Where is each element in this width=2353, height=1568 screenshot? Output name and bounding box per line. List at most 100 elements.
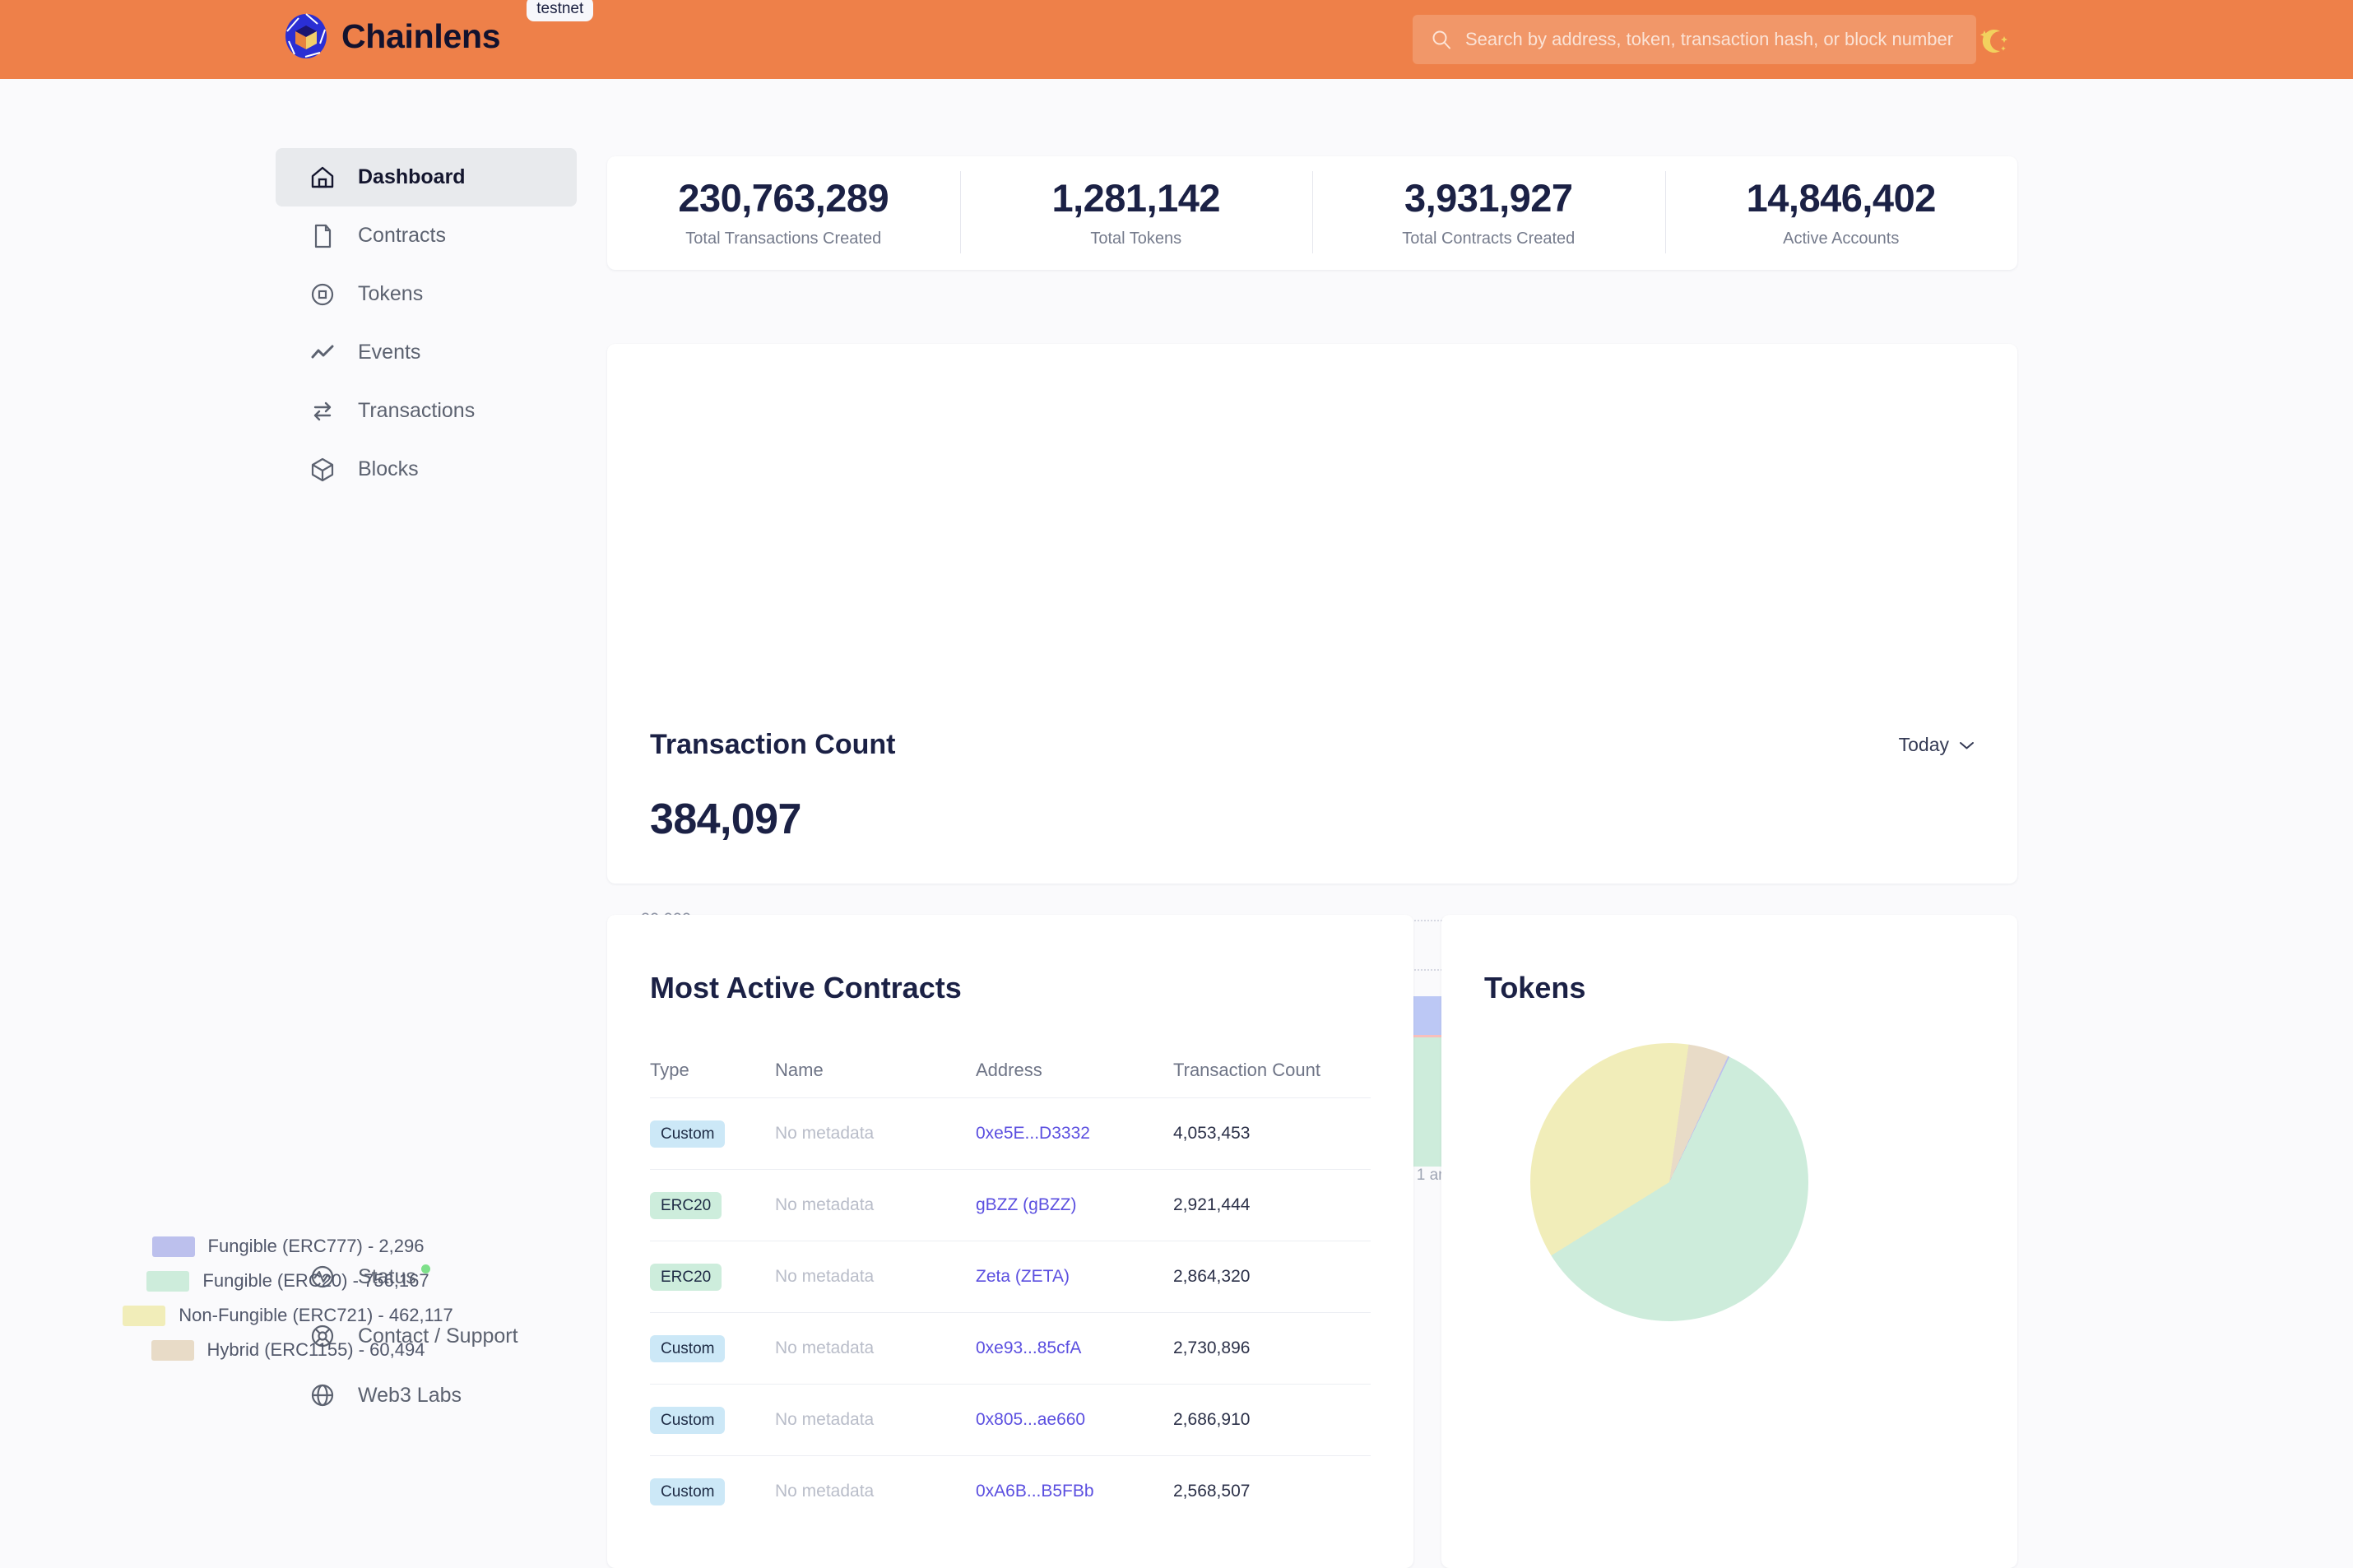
- column-header-type: Type: [650, 1060, 689, 1080]
- stat-label: Total Tokens: [1090, 230, 1182, 248]
- tokens-legend: Fungible (ERC777) - 2,296 Fungible (ERC20…: [0, 1229, 576, 1367]
- moon-icon[interactable]: [1975, 23, 2011, 59]
- contract-transaction-count: 2,864,320: [1173, 1267, 1251, 1286]
- swap-arrows-icon: [313, 401, 332, 420]
- legend-label: Fungible (ERC777) - 2,296: [207, 1236, 425, 1256]
- contract-transaction-count: 4,053,453: [1173, 1124, 1251, 1143]
- table-header-row: Type Name Address Transaction Count: [650, 1043, 1371, 1097]
- contract-name: No metadata: [775, 1195, 875, 1214]
- network-badge: testnet: [527, 0, 594, 21]
- table-row[interactable]: Custom No metadata 0x805...ae660 2,686,910: [650, 1384, 1371, 1455]
- sidebar-item-blocks[interactable]: Blocks: [276, 440, 577, 499]
- tokens-title: Tokens: [1484, 971, 1586, 1004]
- contracts-table: Type Name Address Transaction Count Cust…: [607, 1043, 1413, 1527]
- app-header: Chainlens testnet: [0, 0, 2353, 79]
- sidebar-item-label: Tokens: [358, 282, 424, 305]
- sidebar-item-contact-support[interactable]: Contact / Support: [276, 1306, 577, 1366]
- sidebar-item-transactions[interactable]: Transactions: [276, 382, 577, 440]
- table-row[interactable]: ERC20 No metadata Zeta (ZETA) 2,864,320: [650, 1241, 1371, 1312]
- tokens-card: Tokens: [1441, 915, 2017, 1568]
- stat-value: 1,281,142: [1051, 175, 1221, 220]
- stat-value: 230,763,289: [678, 175, 889, 220]
- contract-name: No metadata: [775, 1482, 875, 1501]
- column-header-address: Address: [976, 1060, 1042, 1080]
- contract-address-link[interactable]: 0xe5E...D3332: [976, 1124, 1090, 1143]
- search-input[interactable]: [1465, 29, 1958, 50]
- chevron-down-icon: [1960, 741, 1974, 749]
- column-header-transaction-count: Transaction Count: [1173, 1060, 1320, 1080]
- legend-item[interactable]: Fungible (ERC777) - 2,296: [0, 1229, 576, 1264]
- contract-type-badge: ERC20: [650, 1263, 722, 1291]
- page-title: Most Active Contracts: [650, 971, 962, 1004]
- stat-total-transactions: 230,763,289 Total Transactions Created: [607, 156, 960, 270]
- chart-title: Transaction Count: [650, 729, 896, 760]
- legend-item[interactable]: Hybrid (ERC1155) - 60,494: [0, 1333, 576, 1367]
- sidebar-item-web3-labs[interactable]: Web3 Labs: [276, 1366, 577, 1425]
- sidebar-item-contracts[interactable]: Contracts: [276, 206, 577, 265]
- time-range-label: Today: [1898, 734, 1949, 755]
- home-icon: [311, 166, 334, 188]
- document-icon: [314, 224, 332, 248]
- sidebar-item-label: Blocks: [358, 457, 419, 480]
- contract-transaction-count: 2,568,507: [1173, 1482, 1251, 1501]
- stat-label: Total Transactions Created: [685, 230, 882, 248]
- legend-item[interactable]: Fungible (ERC20) - 756,167: [0, 1264, 576, 1298]
- time-range-dropdown[interactable]: Today: [1899, 734, 1975, 756]
- bar-segment: [1413, 1034, 1455, 1037]
- line-chart-icon: [311, 345, 334, 358]
- table-row[interactable]: ERC20 No metadata gBZZ (gBZZ) 2,921,444: [650, 1169, 1371, 1241]
- tokens-pie-chart: [1530, 1043, 1808, 1321]
- contract-address-link[interactable]: Zeta (ZETA): [976, 1267, 1070, 1286]
- contract-name: No metadata: [775, 1410, 875, 1429]
- legend-label: Hybrid (ERC1155) - 60,494: [207, 1339, 425, 1360]
- aperture-cube-logo-icon: [285, 13, 327, 58]
- transaction-count-card: Transaction Count 384,097 Today 20,00016…: [607, 344, 2017, 1202]
- sidebar-item-label: Transactions: [358, 399, 476, 422]
- most-active-contracts-card: Most Active Contracts Type Name Address …: [607, 915, 1413, 1568]
- contract-address-link[interactable]: 0xA6B...B5FBb: [976, 1482, 1094, 1501]
- sidebar-nav: Dashboard Contracts Tokens Events Transa…: [276, 148, 577, 499]
- sidebar-item-label: Dashboard: [358, 165, 466, 188]
- table-row[interactable]: Custom No metadata 0xA6B...B5FBb 2,568,507: [650, 1455, 1371, 1527]
- contract-address-link[interactable]: 0xe93...85cfA: [976, 1338, 1082, 1357]
- sidebar-item-events[interactable]: Events: [276, 323, 577, 382]
- contract-address-link[interactable]: gBZZ (gBZZ): [976, 1195, 1077, 1214]
- search-bar[interactable]: [1413, 15, 1976, 64]
- legend-swatch: [151, 1339, 194, 1361]
- stats-card: 230,763,289 Total Transactions Created 1…: [607, 156, 2017, 270]
- token-circle-icon: [311, 283, 334, 305]
- sidebar-item-tokens[interactable]: Tokens: [276, 265, 577, 323]
- contract-address-link[interactable]: 0x805...ae660: [976, 1410, 1086, 1429]
- sidebar-item-dashboard[interactable]: Dashboard: [276, 148, 577, 206]
- contract-type-badge: Custom: [650, 1478, 726, 1505]
- column-header-name: Name: [775, 1060, 824, 1080]
- sidebar-item-label: Web3 Labs: [358, 1383, 462, 1407]
- legend-swatch: [146, 1270, 190, 1292]
- stat-value: 14,846,402: [1746, 175, 1937, 220]
- legend-label: Fungible (ERC20) - 756,167: [202, 1270, 429, 1291]
- chart-total-value: 384,097: [650, 796, 801, 843]
- brand[interactable]: Chainlens testnet: [284, 0, 594, 61]
- status-indicator-dot: [420, 1264, 430, 1273]
- contract-name: No metadata: [775, 1124, 875, 1143]
- table-row[interactable]: Custom No metadata 0xe93...85cfA 2,730,896: [650, 1312, 1371, 1384]
- contract-name: No metadata: [775, 1338, 875, 1357]
- lifebuoy-icon: [311, 1324, 334, 1348]
- legend-swatch: [123, 1305, 166, 1326]
- sidebar-item-label: Contact / Support: [358, 1324, 518, 1348]
- contract-type-badge: Custom: [650, 1334, 726, 1362]
- stat-total-contracts: 3,931,927 Total Contracts Created: [1312, 156, 1665, 270]
- cube-icon: [311, 457, 334, 481]
- legend-item[interactable]: Non-Fungible (ERC721) - 462,117: [0, 1298, 576, 1333]
- sidebar-footer: Status Contact / Support Web3 Labs: [276, 1247, 577, 1425]
- status-label-text: Status: [358, 1264, 416, 1288]
- legend-swatch: [151, 1236, 195, 1257]
- contract-name: No metadata: [775, 1267, 875, 1286]
- stat-label: Active Accounts: [1783, 230, 1900, 248]
- contract-transaction-count: 2,730,896: [1173, 1338, 1251, 1357]
- table-row[interactable]: Custom No metadata 0xe5E...D3332 4,053,453: [650, 1097, 1371, 1169]
- brand-name: Chainlens: [341, 16, 501, 55]
- contract-type-badge: Custom: [650, 1120, 726, 1148]
- sidebar-item-status[interactable]: Status: [276, 1247, 577, 1306]
- stat-label: Total Contracts Created: [1402, 230, 1576, 248]
